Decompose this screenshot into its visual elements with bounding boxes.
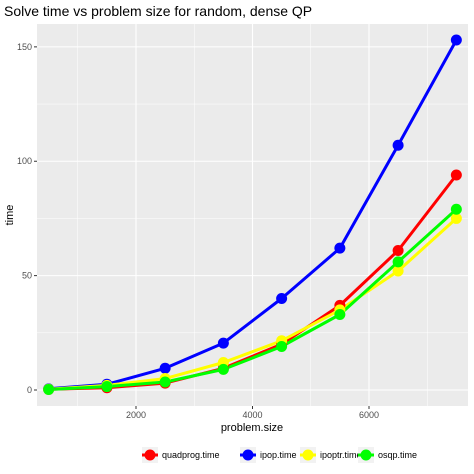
legend-item: ipoptr.time — [300, 447, 362, 463]
data-point-ipop-time — [334, 242, 346, 254]
data-point-ipoptr-time — [392, 265, 404, 277]
data-point-osqp-time — [159, 376, 171, 388]
y-tick-label: 100 — [17, 156, 32, 166]
legend-item: quadprog.time — [142, 447, 220, 463]
legend-item: ipop.time — [240, 447, 297, 463]
y-axis: 0 50 100 150 — [17, 42, 37, 395]
data-point-osqp-time — [101, 381, 113, 393]
legend-key-point — [302, 449, 314, 461]
data-point-quadprog-time — [392, 244, 404, 256]
data-point-osqp-time — [392, 256, 404, 268]
series-points — [43, 34, 462, 396]
legend-label: ipop.time — [260, 450, 297, 460]
data-point-ipoptr-time — [450, 212, 462, 224]
legend-label: osqp.time — [378, 450, 417, 460]
y-tick-label: 0 — [27, 385, 32, 395]
data-point-ipop-time — [276, 292, 288, 304]
chart-title: Solve time vs problem size for random, d… — [4, 3, 312, 19]
legend-label: quadprog.time — [162, 450, 220, 460]
data-point-quadprog-time — [450, 169, 462, 181]
data-point-osqp-time — [450, 203, 462, 215]
x-axis: 2000 4000 6000 — [126, 406, 379, 420]
data-point-ipop-time — [217, 337, 229, 349]
data-point-osqp-time — [43, 384, 55, 396]
data-point-ipop-time — [159, 362, 171, 374]
x-tick-label: 2000 — [126, 410, 146, 420]
series-lines — [48, 39, 458, 391]
series-line-ipoptr-time — [48, 217, 458, 391]
y-axis-title: time — [4, 205, 16, 226]
data-point-ipop-time — [450, 34, 462, 46]
legend: quadprog.time ipop.time ipoptr.time osqp.ti… — [142, 447, 417, 463]
legend-label: ipoptr.time — [320, 450, 362, 460]
legend-key-point — [360, 449, 372, 461]
series-line-osqp-time — [48, 208, 458, 391]
x-tick-label: 4000 — [242, 410, 262, 420]
legend-key-point — [242, 449, 254, 461]
legend-item: osqp.time — [358, 447, 417, 463]
y-tick-label: 50 — [22, 271, 32, 281]
x-tick-label: 6000 — [359, 410, 379, 420]
legend-key-point — [144, 449, 156, 461]
data-point-osqp-time — [334, 309, 346, 321]
data-point-osqp-time — [276, 341, 288, 353]
y-tick-label: 150 — [17, 42, 32, 52]
data-point-ipop-time — [392, 139, 404, 151]
series-line-ipop-time — [48, 39, 458, 391]
x-axis-title: problem.size — [221, 422, 283, 434]
data-point-osqp-time — [217, 363, 229, 375]
